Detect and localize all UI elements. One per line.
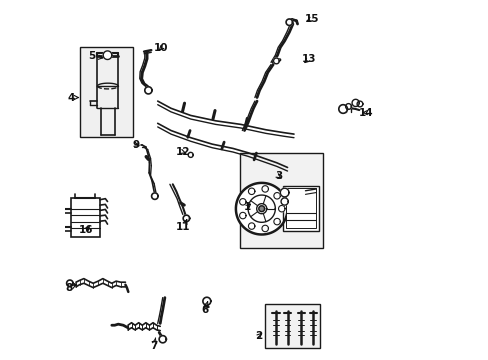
Polygon shape	[183, 215, 189, 222]
Bar	[285, 188, 316, 228]
Text: 9: 9	[132, 140, 140, 150]
Polygon shape	[235, 183, 287, 234]
Text: 4: 4	[68, 93, 79, 103]
Polygon shape	[273, 219, 280, 225]
Text: 13: 13	[301, 54, 316, 64]
Bar	[240, 153, 322, 248]
Polygon shape	[285, 19, 292, 26]
Text: 16: 16	[79, 225, 93, 235]
Text: 15: 15	[304, 14, 319, 24]
Polygon shape	[248, 188, 254, 194]
Text: 10: 10	[154, 43, 168, 53]
Polygon shape	[239, 212, 245, 219]
Polygon shape	[273, 58, 279, 64]
Text: 2: 2	[255, 331, 262, 341]
Polygon shape	[188, 152, 193, 157]
Polygon shape	[273, 193, 280, 199]
Bar	[265, 304, 319, 348]
Polygon shape	[262, 225, 268, 232]
Polygon shape	[351, 99, 359, 107]
Text: 8: 8	[65, 283, 76, 293]
Polygon shape	[159, 336, 166, 343]
Polygon shape	[248, 223, 254, 229]
Text: 5: 5	[88, 51, 102, 61]
Polygon shape	[144, 87, 152, 94]
Polygon shape	[262, 186, 268, 192]
Polygon shape	[278, 206, 285, 212]
Polygon shape	[345, 104, 351, 109]
Polygon shape	[203, 297, 210, 305]
Bar	[283, 186, 319, 231]
Polygon shape	[66, 280, 73, 287]
Polygon shape	[280, 188, 288, 197]
Bar	[80, 46, 133, 137]
Polygon shape	[281, 198, 287, 205]
Text: 12: 12	[175, 147, 190, 157]
Text: 14: 14	[358, 108, 373, 118]
Polygon shape	[239, 199, 245, 205]
Polygon shape	[258, 206, 264, 212]
Text: 11: 11	[176, 219, 190, 232]
Text: 6: 6	[201, 302, 208, 315]
Text: 3: 3	[274, 171, 282, 181]
Text: 1: 1	[243, 202, 250, 212]
Text: 7: 7	[150, 338, 158, 351]
Polygon shape	[103, 51, 112, 59]
Polygon shape	[356, 101, 362, 107]
Bar	[70, 198, 100, 237]
Polygon shape	[338, 105, 346, 113]
Polygon shape	[151, 193, 158, 199]
